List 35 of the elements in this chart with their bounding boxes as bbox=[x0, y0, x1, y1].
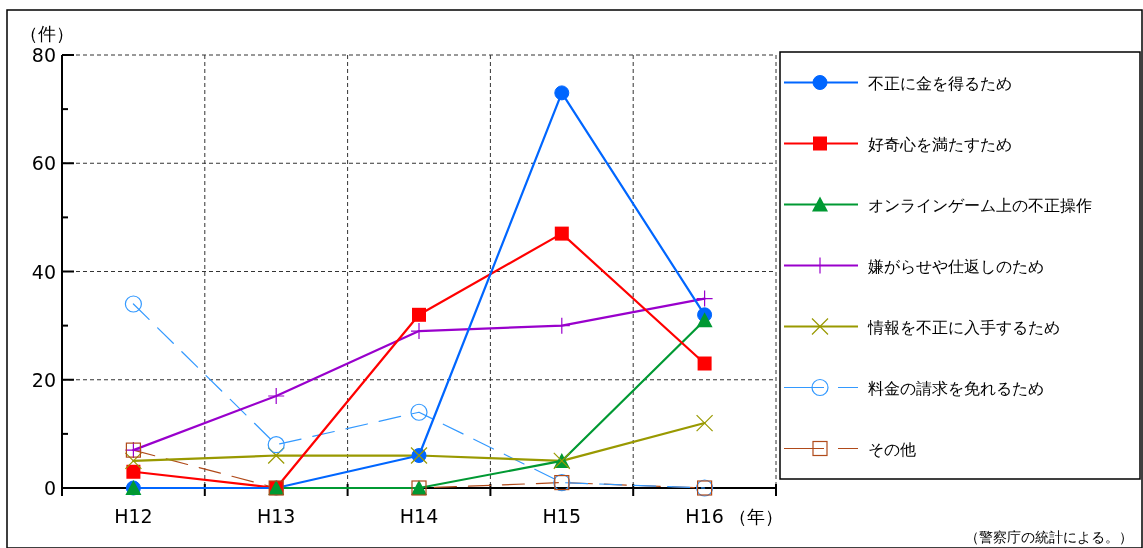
point bbox=[126, 464, 141, 479]
x-tick-label: H15 bbox=[542, 505, 582, 527]
y-tick-label: 20 bbox=[31, 368, 56, 391]
legend-label: 情報を不正に入手するため bbox=[867, 317, 1060, 337]
point bbox=[267, 436, 285, 454]
legend-label: オンラインゲーム上の不正操作 bbox=[868, 195, 1092, 215]
point bbox=[124, 295, 142, 313]
point bbox=[410, 322, 428, 340]
x-tick-label: H16 bbox=[685, 505, 724, 527]
point bbox=[412, 307, 426, 322]
point bbox=[267, 446, 285, 465]
point bbox=[696, 312, 713, 328]
y-axis-title: （件） bbox=[20, 23, 74, 44]
legend-label: 好奇心を満たすため bbox=[868, 134, 1012, 154]
point bbox=[554, 226, 569, 241]
legend-label: 不正に金を得るため bbox=[868, 73, 1012, 93]
point bbox=[697, 356, 712, 371]
y-tick-label: 0 bbox=[43, 477, 56, 499]
point bbox=[696, 289, 714, 308]
point bbox=[410, 403, 428, 421]
y-tick-label: 40 bbox=[31, 260, 56, 283]
x-tick-label: H14 bbox=[399, 505, 439, 527]
text: （警察庁の統計による。） bbox=[965, 529, 1133, 545]
point bbox=[696, 414, 714, 432]
legend-label: その他 bbox=[868, 439, 916, 459]
point bbox=[124, 452, 142, 470]
legend-label: 嫌がらせや仕返しのため bbox=[868, 256, 1044, 276]
x-tick-label: H12 bbox=[114, 505, 153, 527]
x-axis-title: （年） bbox=[728, 506, 783, 527]
x-tick-label: H13 bbox=[256, 505, 296, 527]
point bbox=[267, 387, 285, 405]
y-tick-label: 80 bbox=[31, 44, 56, 66]
y-tick-label: 60 bbox=[31, 152, 56, 175]
point bbox=[554, 85, 570, 101]
legend-label: 料金の請求を免れるため bbox=[868, 378, 1044, 398]
